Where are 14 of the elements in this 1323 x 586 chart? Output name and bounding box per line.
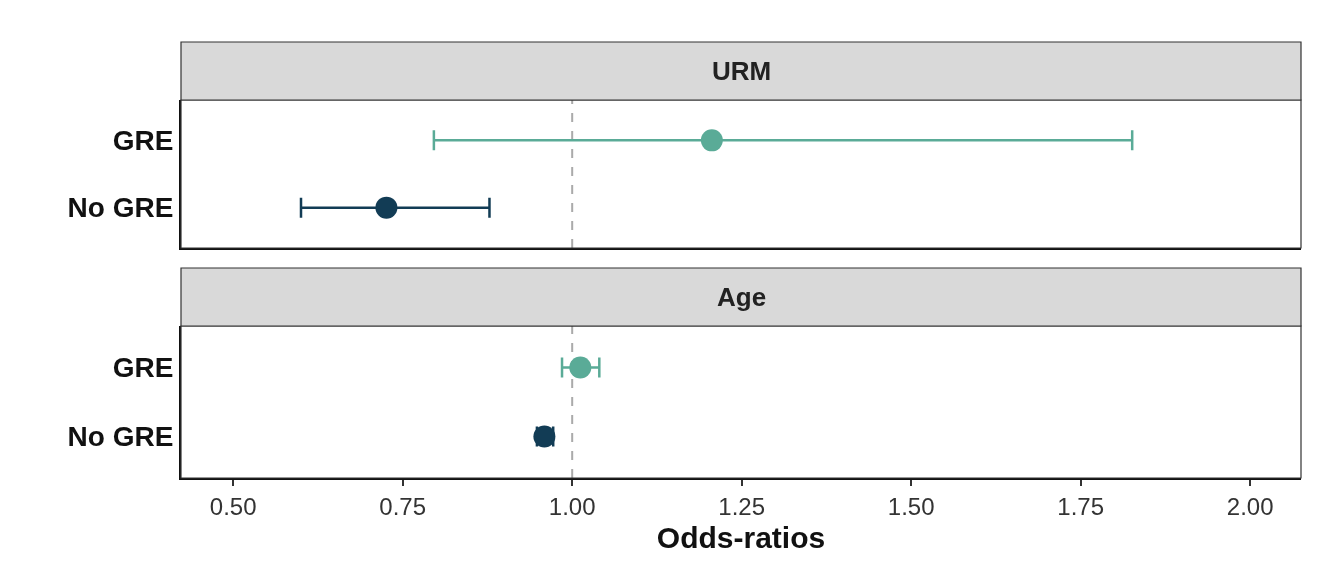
chart-title: URM (712, 56, 772, 86)
x-axis-title: Odds-ratios (656, 520, 826, 554)
y-tick-label: GRE (112, 352, 174, 384)
x-tick-label: 1.50 (887, 492, 935, 520)
x-tick-label: 1.25 (718, 492, 766, 520)
x-tick-label: 2.00 (1226, 492, 1274, 520)
chart-title: Age (717, 282, 767, 312)
y-tick-label: No GRE (67, 192, 174, 224)
x-tick-label: 0.75 (379, 492, 427, 520)
x-tick-label: 0.50 (209, 492, 257, 520)
y-tick-label: No GRE (67, 421, 174, 453)
y-tick-label: GRE (112, 125, 174, 157)
x-tick-label: 1.75 (1057, 492, 1105, 520)
x-tick-label: 1.00 (548, 492, 596, 520)
